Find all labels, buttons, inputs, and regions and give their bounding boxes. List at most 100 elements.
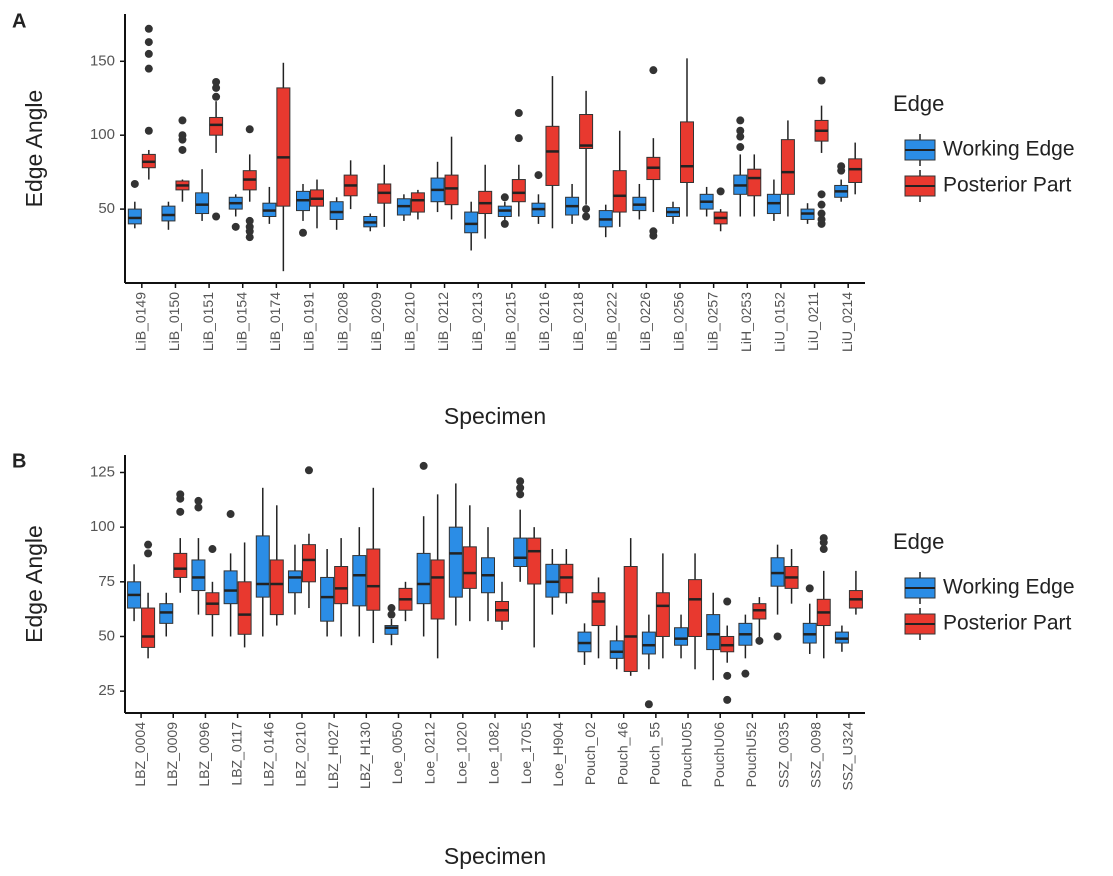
x-tick-label: LiB_0256 <box>671 292 687 351</box>
x-tick-label: LiB_0215 <box>503 292 519 351</box>
y-tick-label: 100 <box>90 126 115 143</box>
outlier <box>245 233 254 242</box>
legend-title: Edge <box>893 91 944 116</box>
box <box>747 168 762 197</box>
x-tick-label: LiB_0257 <box>704 292 720 351</box>
box <box>612 170 627 213</box>
outlier <box>723 695 732 704</box>
outlier <box>178 131 187 140</box>
x-tick-label: Pouch_55 <box>647 722 663 785</box>
box <box>511 179 526 203</box>
x-tick-label: PouchU06 <box>711 722 727 788</box>
x-tick-label: LiB_0218 <box>570 292 586 351</box>
outlier <box>817 76 826 85</box>
box <box>223 570 238 605</box>
box <box>513 537 528 568</box>
outlier <box>582 212 591 221</box>
outlier <box>387 610 396 619</box>
x-tick-label: LiB_0226 <box>637 292 653 351</box>
x-tick-label: LiB_0151 <box>200 292 216 351</box>
x-tick-label: LBZ_0210 <box>293 722 309 787</box>
legend-label: Posterior Part <box>943 612 1072 635</box>
x-tick-label: LiB_0222 <box>603 292 619 351</box>
outlier <box>723 671 732 680</box>
x-tick-label: LiB_0208 <box>334 292 350 351</box>
y-tick-label: 150 <box>90 52 115 69</box>
x-axis-title: Specimen <box>444 843 546 869</box>
outlier <box>299 228 307 237</box>
x-tick-label: SSZ_0098 <box>807 722 823 788</box>
box <box>195 192 210 215</box>
x-tick-label: LiB_0154 <box>233 292 249 351</box>
box <box>464 211 479 234</box>
y-tick-label: 75 <box>98 573 115 590</box>
legend-label: Working Edge <box>943 138 1075 161</box>
box <box>655 592 670 637</box>
outlier <box>736 126 745 135</box>
box <box>287 570 302 594</box>
outlier <box>144 49 153 58</box>
x-tick-label: LiB_0209 <box>368 292 384 351</box>
x-tick-label: LiU_0152 <box>772 292 788 352</box>
outlier <box>582 205 591 214</box>
x-tick-label: LBZ_0117 <box>228 722 244 786</box>
outlier <box>736 132 745 141</box>
outlier <box>805 584 814 593</box>
y-tick-label: 25 <box>98 682 115 699</box>
box <box>591 592 606 627</box>
box <box>780 139 795 195</box>
outlier <box>837 162 846 171</box>
x-tick-label: Loe_0050 <box>389 722 405 785</box>
outlier <box>649 227 658 236</box>
box <box>384 625 399 635</box>
x-tick-label: LBZ_0004 <box>132 722 148 787</box>
x-tick-label: LBZ_0146 <box>260 722 276 787</box>
box <box>127 208 142 225</box>
box <box>237 581 252 635</box>
x-tick-label: LiB_0191 <box>301 292 317 351</box>
y-tick-label: 50 <box>98 627 115 644</box>
x-tick-label: LiB_0212 <box>435 292 451 351</box>
box <box>173 552 188 578</box>
outlier <box>226 510 235 519</box>
box <box>191 559 206 592</box>
x-tick-label: Loe_1020 <box>454 722 470 785</box>
y-axis-title: Edge Angle <box>21 90 47 208</box>
outlier <box>516 483 525 492</box>
x-tick-label: LiB_0210 <box>402 292 418 351</box>
box <box>141 607 156 648</box>
x-tick-label: LBZ_H027 <box>325 722 341 789</box>
outlier <box>723 597 732 606</box>
x-axis-title: Specimen <box>444 403 546 429</box>
outlier <box>144 24 153 33</box>
box <box>269 559 284 616</box>
outlier <box>419 461 428 470</box>
x-tick-label: LiU_0214 <box>839 292 855 352</box>
outlier <box>176 490 185 499</box>
x-tick-label: SSZ_U324 <box>840 722 856 791</box>
box <box>329 201 344 220</box>
outlier <box>245 125 254 134</box>
x-tick-label: LiB_0149 <box>133 292 149 351</box>
outlier <box>144 126 153 135</box>
outlier <box>819 545 828 554</box>
outlier <box>716 187 725 196</box>
outlier <box>144 38 153 47</box>
outlier <box>817 200 826 209</box>
x-tick-label: Loe_0212 <box>421 722 437 785</box>
outlier <box>245 222 254 231</box>
box <box>301 544 316 583</box>
x-tick-label: LBZ_0096 <box>196 722 212 787</box>
legend-title: Edge <box>893 529 944 554</box>
outlier <box>644 700 653 709</box>
outlier <box>736 116 745 125</box>
x-tick-label: LBZ_H130 <box>357 722 373 789</box>
outlier <box>144 540 153 549</box>
box <box>688 579 703 637</box>
outlier <box>176 507 185 516</box>
outlier <box>194 496 203 505</box>
outlier <box>178 116 187 125</box>
outlier <box>514 109 523 118</box>
box <box>848 158 863 183</box>
outlier <box>500 219 509 228</box>
